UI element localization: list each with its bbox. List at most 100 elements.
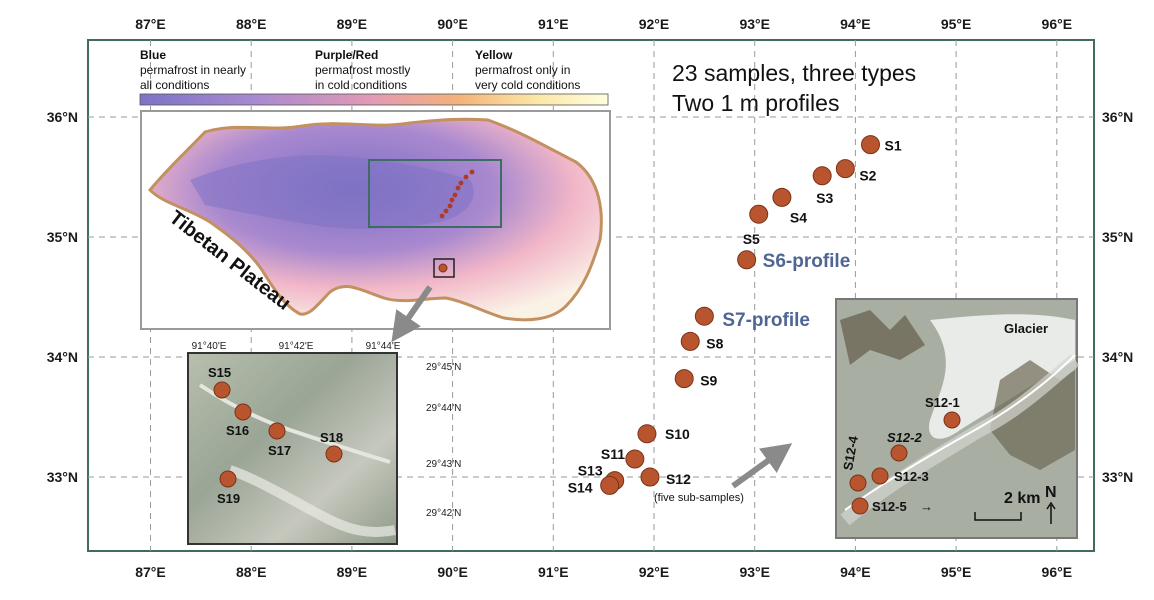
lat-tick-right: 36°N [1102, 109, 1133, 125]
sample-point [680, 331, 700, 351]
lon-tick-bottom: 93°E [739, 564, 770, 580]
glacier-sample-point [851, 497, 869, 515]
glacier-label: Glacier [1004, 321, 1048, 336]
plateau-sample-dot [455, 185, 461, 191]
lon-tick-top: 96°E [1042, 16, 1073, 32]
glacier-sample-label: S12-5 [872, 499, 907, 514]
glacier-samples: S12-1 S12-2 S12-3 S12-4 S12-5 → [840, 395, 961, 515]
lon-tick-bottom: 89°E [337, 564, 368, 580]
glacier-sample-point [890, 444, 908, 462]
sample-label: S5 [743, 231, 760, 247]
plateau-sample-dot [452, 192, 458, 198]
sample-point [749, 204, 769, 224]
sample-label: S2 [859, 168, 876, 184]
sample-point [674, 369, 694, 389]
sat-sample-label: S19 [217, 491, 240, 506]
legend-purple-title: Purple/Red [315, 48, 378, 62]
satellite-river [198, 383, 391, 464]
legend-color-bar [139, 93, 609, 106]
sat-lon-tick: 91°42'E [279, 341, 314, 352]
sat-lon-tick: 91°44'E [366, 341, 401, 352]
lon-tick-top: 87°E [135, 16, 166, 32]
sat-sample-label: S16 [226, 423, 249, 438]
glacier-mountains-right [990, 360, 1075, 470]
sat-sample-point [234, 403, 252, 421]
lon-tick-top: 89°E [337, 16, 368, 32]
legend-purple-line1: permafrost mostly [315, 63, 410, 77]
glacier-ice [929, 314, 1075, 439]
scale-bar [974, 512, 1022, 521]
arrow-to-satellite-inset [391, 285, 433, 343]
plateau-sample-dot [449, 197, 455, 203]
sat-sample-label: S17 [268, 443, 291, 458]
plateau-sample-dot [439, 213, 445, 219]
sat-sample-point [325, 445, 343, 463]
glacier-stream [844, 354, 1076, 511]
legend-blue-line2: all conditions [140, 78, 209, 92]
plateau-sample-dot [463, 174, 469, 180]
lon-tick-bottom: 92°E [639, 564, 670, 580]
lat-tick-right: 34°N [1102, 349, 1133, 365]
plateau-sample-dots [439, 169, 475, 219]
sample-label: S9 [700, 373, 717, 389]
longitude-ticks-bottom: 87°E 88°E 89°E 90°E 91°E 92°E 93°E 94°E 95°E 96°E [135, 564, 1072, 580]
plateau-sample-dot [469, 169, 475, 175]
legend-yellow-line2: very cold conditions [475, 78, 580, 92]
sample-point [812, 166, 832, 186]
lon-tick-top: 94°E [840, 16, 871, 32]
legend-blue-title: Blue [140, 48, 166, 62]
sat-sample-point [268, 422, 286, 440]
sample-label: S11 [601, 446, 625, 462]
lon-tick-top: 91°E [538, 16, 569, 32]
lon-tick-bottom: 91°E [538, 564, 569, 580]
sat-lat-tick: 29°42'N [426, 508, 461, 519]
satellite-ticks: 91°40'E 91°42'E 91°44'E 29°45'N 29°44'N 29°43… [192, 341, 462, 519]
lat-tick-right: 33°N [1102, 469, 1133, 485]
sample-label: S6-profile [763, 251, 851, 272]
sample-label: S4 [790, 209, 807, 225]
scale-label: 2 km [1004, 490, 1040, 507]
lon-tick-top: 90°E [437, 16, 468, 32]
north-arrow-head [1046, 501, 1056, 510]
plateau-study-area-box [368, 159, 502, 228]
plateau-sat-area-box [433, 258, 455, 278]
sample-point [625, 449, 645, 469]
satellite-samples: S15 S16 S17 S18 S19 [208, 365, 343, 506]
plateau-sample-dot [443, 208, 449, 214]
satellite-ridge [228, 465, 396, 537]
sample-label: S12 [666, 471, 691, 487]
plateau-sample-dot [458, 180, 464, 186]
sample-label: S1 [885, 138, 902, 154]
sat-lat-tick: 29°44'N [426, 403, 461, 414]
glacier-valley [840, 354, 1080, 526]
legend-yellow-line1: permafrost only in [475, 63, 570, 77]
sample-label: S7-profile [722, 310, 810, 331]
lon-tick-bottom: 90°E [437, 564, 468, 580]
lat-tick-left: 35°N [47, 229, 78, 245]
sample-point [772, 187, 792, 207]
plateau-blue-region [190, 155, 474, 229]
lon-tick-bottom: 87°E [135, 564, 166, 580]
sample-label: S14 [568, 479, 593, 495]
sample-point [737, 250, 757, 270]
legend: Blue permafrost in nearly all conditions… [139, 48, 609, 106]
latitude-ticks-right: 36°N 35°N 34°N 33°N [1102, 109, 1133, 485]
legend-blue-line1: permafrost in nearly [140, 63, 246, 77]
lon-tick-bottom: 96°E [1042, 564, 1073, 580]
s12-note: (five sub-samples) [654, 492, 744, 504]
sat-lat-tick: 29°43'N [426, 459, 461, 470]
lon-tick-bottom: 94°E [840, 564, 871, 580]
sample-point [835, 159, 855, 179]
lat-tick-left: 33°N [47, 469, 78, 485]
glacier-mountains-left [840, 310, 925, 365]
sample-point [637, 424, 657, 444]
sample-label: S3 [816, 190, 833, 206]
sample-label: S8 [706, 335, 723, 351]
sat-sample-label: S15 [208, 365, 231, 380]
sat-sample-point [219, 470, 237, 488]
glacier-sample-point [849, 474, 867, 492]
sample-label: S13 [578, 463, 603, 479]
